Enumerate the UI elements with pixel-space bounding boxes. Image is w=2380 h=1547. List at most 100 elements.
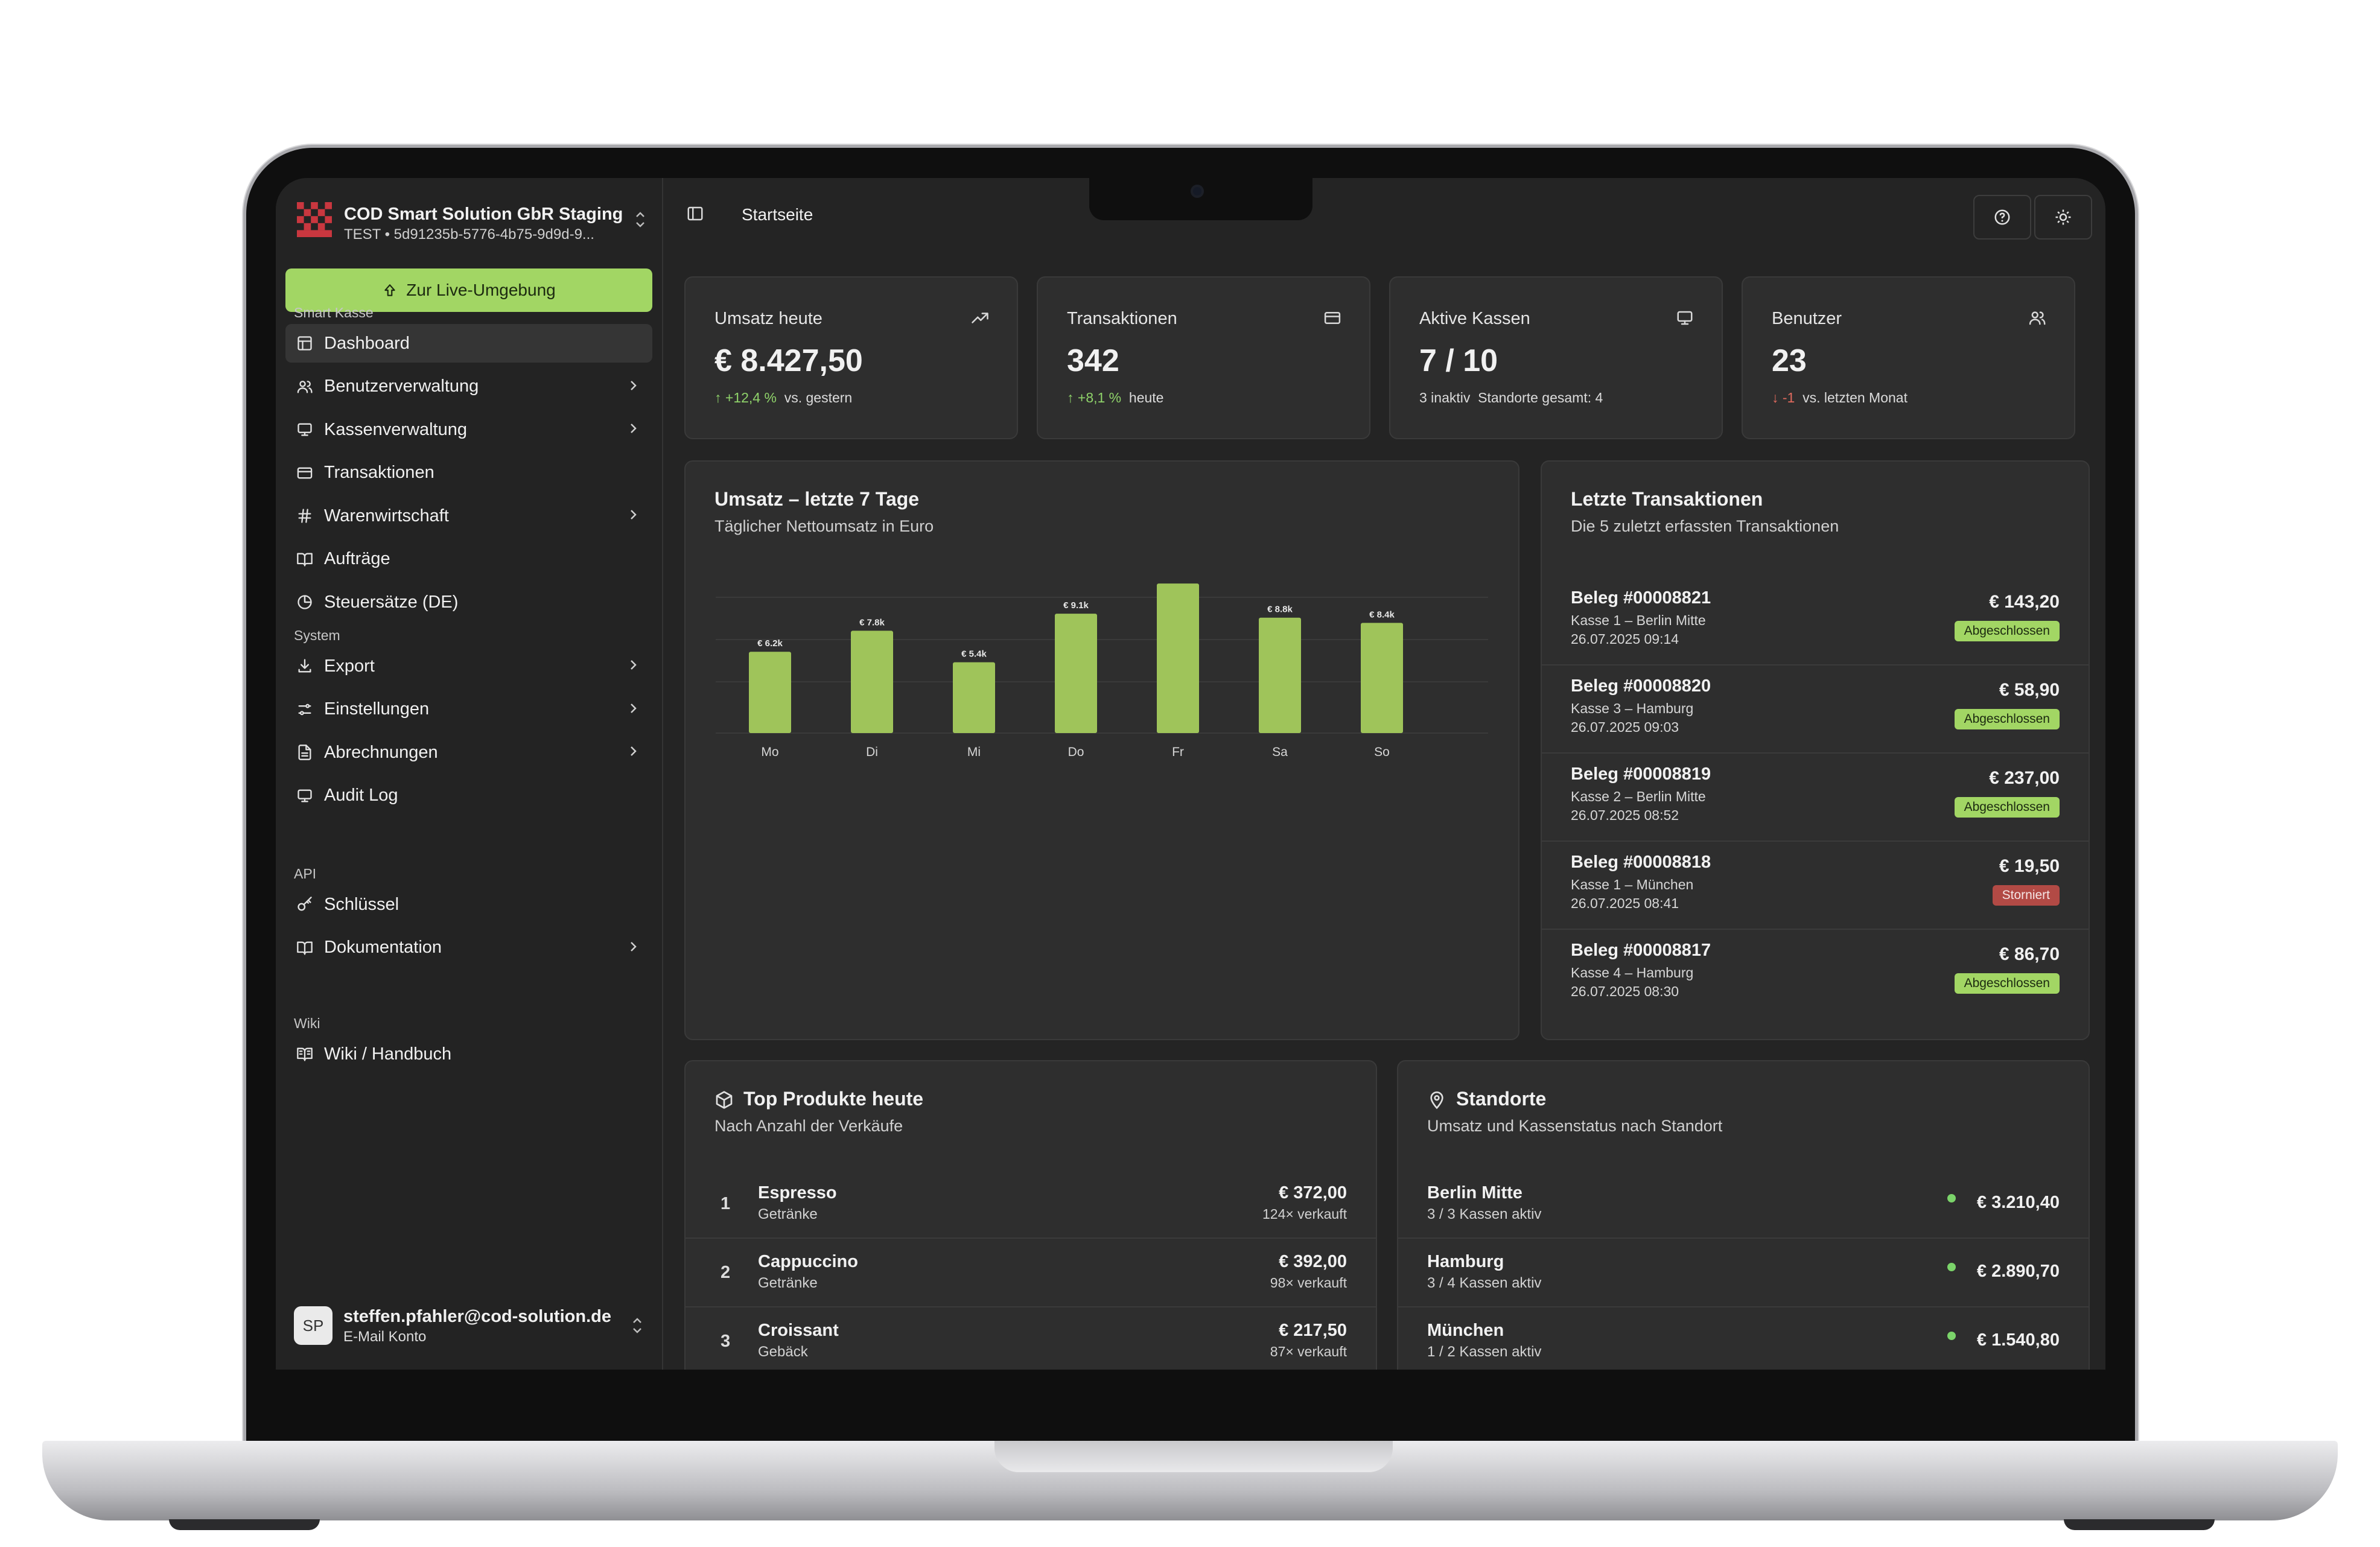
help-circle-icon <box>1994 209 2010 225</box>
product-sold-count: 87× verkauft <box>1270 1344 1347 1359</box>
transaction-row[interactable]: Beleg #00008821 Kasse 1 – Berlin Mitte 26.… <box>1542 576 2089 665</box>
chart-bar[interactable] <box>749 652 791 733</box>
sidebar-item-dokumentation[interactable]: Dokumentation <box>285 929 652 967</box>
product-row: 3 Croissant Gebäck € 217,50 87× verkauft <box>686 1307 1376 1370</box>
chart-x-tick-label: Mo <box>761 745 778 759</box>
status-badge: Abgeschlossen <box>1954 797 2060 818</box>
kpi-card: Benutzer 23 ↓ -1 vs. letzten Monat <box>1742 276 2075 439</box>
chart-bar[interactable] <box>1157 583 1199 733</box>
sidebar-item-label: Aufträge <box>324 549 390 568</box>
sidebar-item-label: Einstellungen <box>324 699 430 719</box>
sidebar-item-dashboard[interactable]: Dashboard <box>285 324 652 363</box>
location-row: Berlin Mitte 3 / 3 Kassen aktiv € 3.210,40 <box>1398 1170 2089 1239</box>
chevron-right-icon <box>631 510 637 519</box>
transaction-id: Beleg #00008819 <box>1571 764 1711 784</box>
user-account-type: E-Mail Konto <box>343 1329 427 1345</box>
transactions-card: Letzte Transaktionen Die 5 zuletzt erfas… <box>1541 460 2090 1040</box>
file-text-icon <box>298 745 311 760</box>
chart-x-tick-label: Fr <box>1172 745 1184 759</box>
transaction-date: 26.07.2025 09:14 <box>1571 631 1679 647</box>
hash-icon <box>298 509 311 523</box>
transaction-row[interactable]: Beleg #00008817 Kasse 4 – Hamburg 26.07.20… <box>1542 929 2089 1017</box>
kpi-value: 7 / 10 <box>1419 343 1498 378</box>
sidebar-item-label: Dashboard <box>324 333 410 353</box>
kpi-card: Aktive Kassen 7 / 10 3 inaktiv Standorte g… <box>1389 276 1723 439</box>
live-environment-label: Zur Live-Umgebung <box>406 281 556 299</box>
sidebar-item-export[interactable]: Export <box>285 647 652 685</box>
location-row: München 1 / 2 Kassen aktiv € 1.540,80 <box>1398 1307 2089 1370</box>
kpi-card: Umsatz heute € 8.427,50 ↑ +12,4 % vs. gest… <box>684 276 1018 439</box>
chart-x-tick-label: Sa <box>1272 745 1288 759</box>
locations-subtitle: Umsatz und Kassenstatus nach Standort <box>1427 1117 1723 1135</box>
product-rank: 3 <box>721 1332 731 1351</box>
dashboard-icon <box>298 336 312 351</box>
sidebar-item-wiki-handbuch[interactable]: Wiki / Handbuch <box>285 1035 652 1073</box>
camera-icon <box>1191 185 1204 198</box>
product-sold-count: 124× verkauft <box>1262 1206 1347 1222</box>
transaction-row[interactable]: Beleg #00008820 Kasse 3 – Hamburg 26.07.20… <box>1542 664 2089 754</box>
kpi-note: vs. gestern <box>784 390 853 405</box>
org-switcher[interactable]: COD Smart Solution GbR Staging TEST • 5d… <box>297 196 647 250</box>
kpi-value: 23 <box>1772 343 1807 378</box>
transaction-date: 26.07.2025 08:41 <box>1571 895 1679 911</box>
kpi-note: heute <box>1128 390 1164 405</box>
locations-title: Standorte <box>1456 1088 1547 1110</box>
user-menu[interactable]: SP steffen.pfahler@cod-solution.de E-Mai… <box>294 1303 644 1352</box>
chevron-right-icon <box>631 660 637 670</box>
product-name: Espresso <box>758 1183 837 1202</box>
sidebar-item-label: Warenwirtschaft <box>324 506 449 526</box>
revenue-chart-card: Umsatz – letzte 7 Tage Täglicher Nettoum… <box>684 460 1519 1040</box>
sidebar-section-label: Smart Kasse <box>294 305 374 320</box>
sidebar-item-label: Dokumentation <box>324 938 442 957</box>
chart-bar[interactable] <box>851 631 893 733</box>
location-name: Hamburg <box>1427 1252 1504 1271</box>
help-button[interactable] <box>1973 195 2031 240</box>
chevron-right-icon <box>631 703 637 713</box>
transaction-id: Beleg #00008817 <box>1571 941 1711 960</box>
camera-notch <box>1089 178 1312 220</box>
page-title: Startseite <box>742 205 813 224</box>
kpi-trend: ↑ +12,4 % <box>714 390 777 405</box>
chart-bar[interactable] <box>1361 623 1403 733</box>
laptop-foot <box>169 1519 320 1530</box>
kpi-trend: 3 inaktiv <box>1419 390 1471 405</box>
sidebar-item-audit-log[interactable]: Audit Log <box>285 777 652 815</box>
chart-data-label: € 9.1k <box>1063 600 1089 611</box>
product-category: Getränke <box>758 1206 818 1222</box>
status-dot-icon <box>1947 1332 1956 1340</box>
chart-bar[interactable] <box>953 662 995 733</box>
sidebar-item-abrechnungen[interactable]: Abrechnungen <box>285 733 652 772</box>
product-revenue: € 392,00 <box>1279 1252 1347 1271</box>
sidebar-item-label: Benutzerverwaltung <box>324 376 479 396</box>
transaction-register: Kasse 3 – Hamburg <box>1571 700 1694 716</box>
sidebar-item-schlüssel[interactable]: Schlüssel <box>285 885 652 924</box>
chart-data-label: € 7.8k <box>859 617 885 627</box>
sidebar-item-einstellungen[interactable]: Einstellungen <box>285 690 652 729</box>
kpi-note: vs. letzten Monat <box>1802 390 1908 405</box>
sidebar-item-kassenverwaltung[interactable]: Kassenverwaltung <box>285 410 652 449</box>
chart-bar[interactable] <box>1055 614 1097 733</box>
chart-x-tick-label: So <box>1374 745 1390 759</box>
sidebar-item-aufträge[interactable]: Aufträge <box>285 540 652 579</box>
chevron-right-icon <box>631 941 637 951</box>
sidebar-item-benutzerverwaltung[interactable]: Benutzerverwaltung <box>285 367 652 406</box>
transaction-row[interactable]: Beleg #00008818 Kasse 1 – München 26.07.20… <box>1542 840 2089 930</box>
screen: COD Smart Solution GbR Staging TEST • 5d… <box>276 178 2105 1370</box>
sidebar-item-transaktionen[interactable]: Transaktionen <box>285 454 652 492</box>
book-icon <box>297 1047 313 1061</box>
status-badge: Abgeschlossen <box>1954 709 2060 729</box>
product-revenue: € 217,50 <box>1279 1321 1347 1340</box>
transaction-row[interactable]: Beleg #00008819 Kasse 2 – Berlin Mitte 26.… <box>1542 752 2089 842</box>
sidebar-toggle-icon[interactable] <box>686 205 704 223</box>
theme-toggle-button[interactable] <box>2034 195 2092 240</box>
transaction-id: Beleg #00008818 <box>1571 853 1711 872</box>
sidebar-item-warenwirtschaft[interactable]: Warenwirtschaft <box>285 497 652 535</box>
sidebar-item-steuersätze-de[interactable]: Steuersätze (DE) <box>285 583 652 621</box>
laptop-bezel-bottom <box>276 1370 2105 1442</box>
product-row: 1 Espresso Getränke € 372,00 124× verkauft <box>686 1170 1376 1239</box>
kpi-trend: ↑ +8,1 % <box>1067 390 1122 405</box>
sidebar-item-label: Steuersätze (DE) <box>324 592 459 612</box>
live-environment-button[interactable]: Zur Live-Umgebung <box>285 268 652 312</box>
chart-bar[interactable] <box>1259 617 1301 733</box>
upload-icon <box>384 284 395 296</box>
